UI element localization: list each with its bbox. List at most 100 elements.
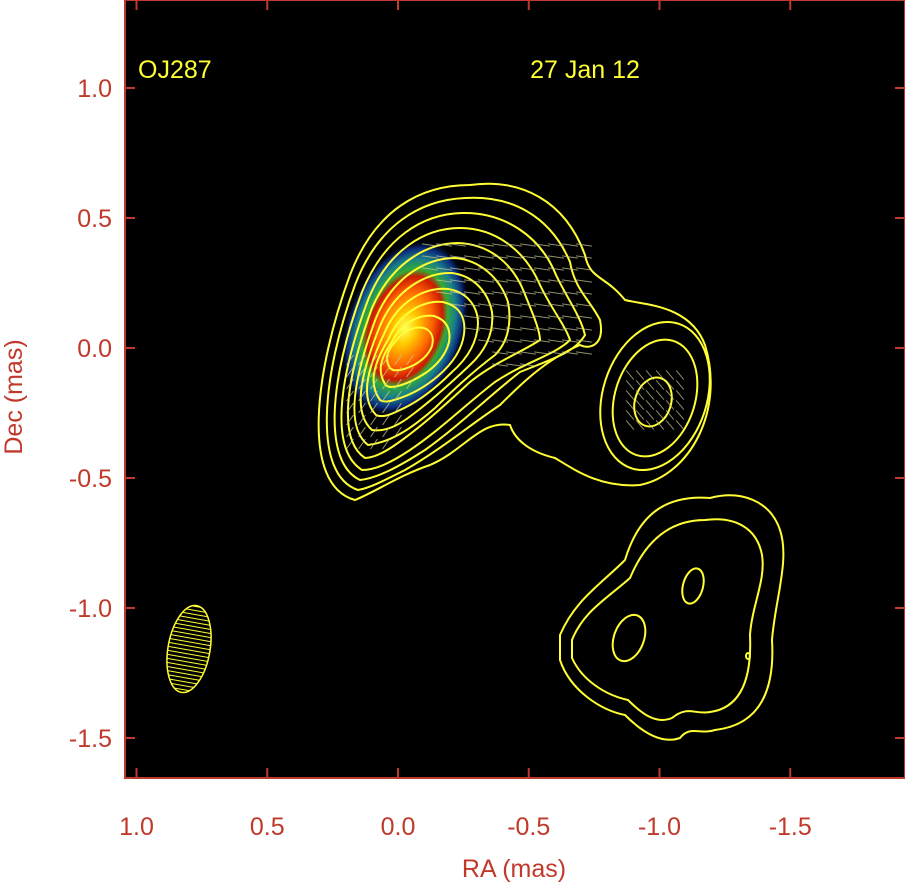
polarization-tick [635,420,645,430]
polarization-tick [520,279,536,283]
polarization-tick [358,378,366,390]
polarization-vectors [346,243,685,450]
polarization-tick [576,267,592,271]
polarization-tick [576,243,592,247]
polarization-tick [478,267,494,271]
polarization-tick [492,243,508,247]
polarization-tick [562,303,578,307]
polarization-tick [548,339,564,343]
polarization-tick [478,279,494,283]
polarization-tick [534,339,550,343]
polarization-tick [492,279,508,283]
outer-contour-4 [681,567,705,605]
source-label: OJ287 [138,56,212,84]
x-tick-label: 0.5 [250,813,285,841]
polarization-tick [492,327,508,331]
y-tick-label: -1.5 [69,725,112,753]
polarization-tick [665,420,675,430]
polarization-tick [655,410,665,420]
y-tick-label: 1.0 [77,75,112,103]
polarization-tick [382,438,390,450]
polarization-tick [625,410,635,420]
polarization-tick [394,414,402,426]
polarization-tick [394,354,402,366]
polarization-tick [635,380,645,390]
polarization-tick [520,243,536,247]
polarization-tick [406,378,414,390]
contour-9 [372,300,466,403]
x-tick-label: 1.0 [119,813,154,841]
polarization-tick [548,315,564,319]
polarization-tick [358,402,366,414]
plot-frame [124,0,905,779]
outer-contour-2 [571,518,764,721]
knot-contour-3 [633,376,673,428]
polarization-tick [492,255,508,259]
polarization-tick [346,438,354,450]
polarization-tick [422,267,438,271]
date-label: 27 Jan 12 [530,56,640,84]
polarization-tick [464,315,480,319]
polarization-tick [394,366,402,378]
polarization-tick [576,327,592,331]
polarization-tick [506,267,522,271]
outer-contour-3 [611,613,647,663]
x-axis-ticks: 1.0 0.5 0.0 -0.5 -1.0 -1.5 [119,0,812,841]
polarization-tick [562,279,578,283]
polarization-tick [382,426,390,438]
contour-8 [366,287,480,418]
y-tick-label: 0.5 [77,205,112,233]
polarization-tick [346,378,354,390]
polarization-tick [492,339,508,343]
polarization-tick [534,315,550,319]
polarization-tick [406,366,414,378]
polarization-tick [655,370,665,380]
polarization-tick [635,410,645,420]
polarization-tick [506,363,522,367]
contour-3 [333,211,587,482]
polarization-tick [464,279,480,283]
y-tick-label: -0.5 [69,465,112,493]
polarization-tick [370,426,378,438]
polarization-tick [548,303,564,307]
polarization-tick [534,291,550,295]
contour-6 [353,256,511,447]
polarization-tick [665,410,675,420]
polarization-tick [655,390,665,400]
polarization-tick [520,315,536,319]
polarization-tick [562,291,578,295]
polarization-tick [346,426,354,438]
polarization-tick [346,402,354,414]
polarization-tick [675,390,685,400]
polarization-tick [506,327,522,331]
polarization-tick [665,400,675,410]
polarization-tick [370,390,378,402]
polarization-tick [675,420,685,430]
polarization-tick [450,303,466,307]
polarization-tick [358,414,366,426]
polarization-tick [625,390,635,400]
knot-contour-2 [611,338,699,458]
map-layer [166,182,785,741]
polarization-tick [382,402,390,414]
polarization-tick [394,378,402,390]
polarization-tick [506,339,522,343]
outer-contour-1 [559,494,785,741]
polarization-tick [520,351,536,355]
y-tick-label: 0.0 [77,335,112,363]
polarization-tick [382,354,390,366]
polarization-tick [492,315,508,319]
contour-11 [386,326,434,372]
polarization-tick [478,255,494,259]
x-tick-label: -1.0 [638,813,681,841]
x-axis-title: RA (mas) [462,855,566,883]
polarization-tick [358,354,366,366]
polarization-tick [562,327,578,331]
outer-component-contours [559,494,785,741]
polarization-tick [464,255,480,259]
polarization-tick [478,303,494,307]
contour-5 [346,241,542,460]
polarization-tick [406,354,414,366]
polarization-tick [562,315,578,319]
